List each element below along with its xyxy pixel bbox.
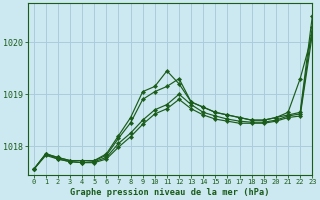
X-axis label: Graphe pression niveau de la mer (hPa): Graphe pression niveau de la mer (hPa) (70, 188, 270, 197)
